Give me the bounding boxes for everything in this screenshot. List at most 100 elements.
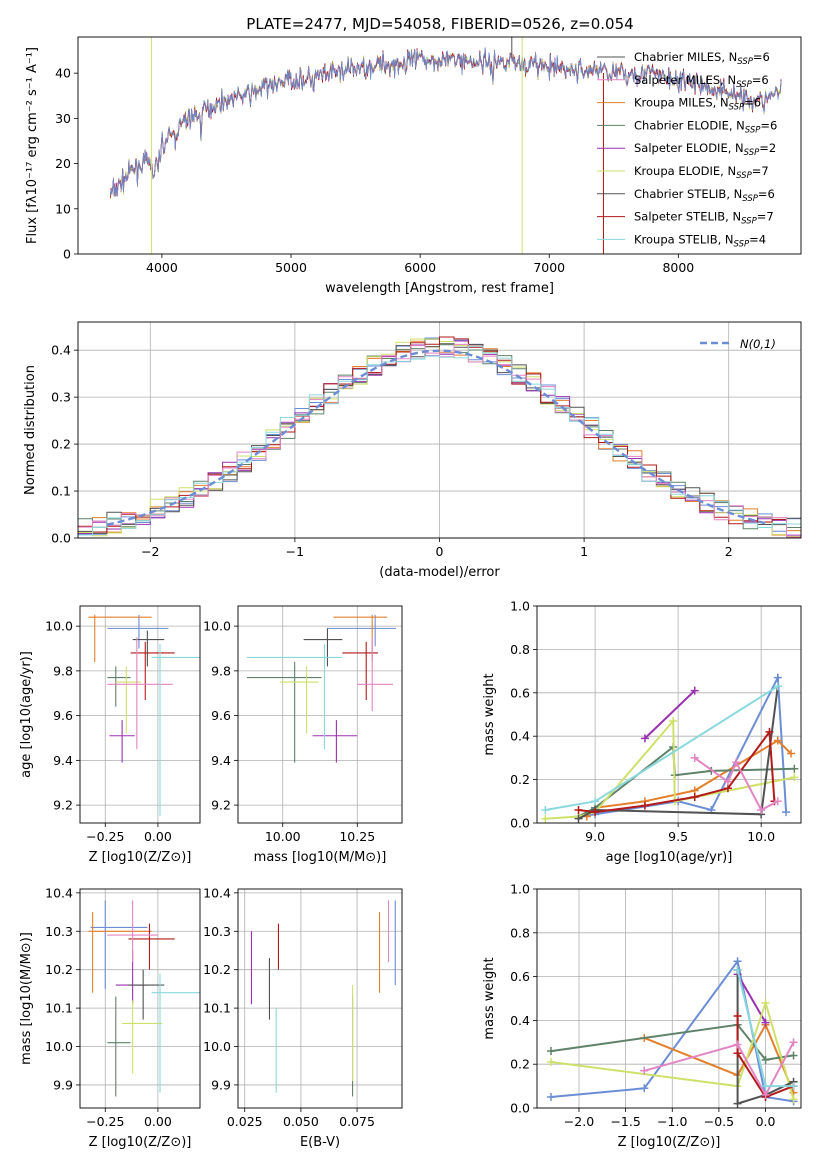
weight-marker <box>789 1082 798 1091</box>
y-tick-label: 0.8 <box>510 925 530 940</box>
legend-entry: Chabrier ELODIE, NSSP=6 <box>634 118 777 135</box>
x-tick-label: 10.25 <box>339 829 375 844</box>
x-tick-label: 9.0 <box>585 829 605 844</box>
weight-marker <box>757 805 766 814</box>
plot-area <box>246 614 397 763</box>
x-tick-label: 0.0 <box>756 1114 776 1129</box>
x-tick-label: 5000 <box>275 260 307 275</box>
legend-subscript: SSP <box>737 57 753 67</box>
weight-marker <box>761 998 770 1007</box>
histogram-series-7 <box>78 343 801 538</box>
x-axis-label: Z [log10(Z/Z⊙)] <box>89 850 192 865</box>
weight-marker <box>765 727 774 736</box>
weight-marker <box>640 1066 649 1075</box>
x-tick-label: −2.0 <box>564 1114 594 1129</box>
legend-subscript: SSP <box>729 103 745 113</box>
weight-marker <box>733 1012 742 1021</box>
weight-marker <box>574 805 583 814</box>
weight-marker <box>541 805 550 814</box>
legend-subscript: SSP <box>736 80 752 90</box>
y-tick-label: 9.9 <box>211 1077 231 1092</box>
weight-marker <box>733 1040 742 1049</box>
x-tick-label: −2 <box>141 544 159 559</box>
spectrum-line-series-0 <box>109 47 782 197</box>
x-tick-label: −1.5 <box>610 1114 640 1129</box>
y-tick-label: 0.8 <box>510 642 530 657</box>
x-tick-label: 0 <box>436 544 444 559</box>
legend-subscript: SSP <box>736 171 752 181</box>
weight-line-series-7 <box>644 1041 795 1097</box>
weight-marker <box>761 1055 770 1064</box>
axes-frame <box>77 36 802 255</box>
x-tick-label: 0.050 <box>283 1114 319 1129</box>
y-tick-label: 9.6 <box>211 708 231 723</box>
weight-marker <box>733 966 742 975</box>
y-tick-label: 0.1 <box>51 484 71 499</box>
y-tick-label: 10.4 <box>203 885 231 900</box>
weight-marker <box>723 777 732 786</box>
weight-marker <box>690 753 699 762</box>
y-tick-label: 0.4 <box>510 729 530 744</box>
weight-marker <box>733 1049 742 1058</box>
weight-marker <box>790 764 799 773</box>
panel-residuals: −2 −1 0 1 2 0.0 0.1 0.2 0.3 0.4 (data-model)/error… <box>23 321 802 580</box>
weight-marker <box>591 797 600 806</box>
panel-weight-vs-age: 9.0 9.5 10.0 0.0 0.2 0.4 0.6 0.8 1.0 age [log10(a… <box>482 599 802 865</box>
legend-subscript: SSP <box>741 217 757 227</box>
x-tick-label: 0.00 <box>144 829 172 844</box>
legend-entry-name: Salpeter STELIB, N <box>634 210 741 224</box>
panel-age-vs-Z: −0.25 0.00 9.2 9.4 9.6 9.8 10.0 Z [log10(Z/Z⊙)]… <box>19 605 201 865</box>
y-tick-label: 10.0 <box>45 1039 73 1054</box>
weight-marker <box>541 814 550 823</box>
y-tick-label: 0.4 <box>510 1013 530 1028</box>
y-tick-label: 0.6 <box>510 969 530 984</box>
weight-line-series-3 <box>644 689 696 740</box>
y-tick-label: 10.2 <box>203 962 231 977</box>
weight-marker <box>546 1058 555 1067</box>
legend-entry: Salpeter ELODIE, NSSP=2 <box>634 141 776 158</box>
legend-entry: Salpeter STELIB, NSSP=7 <box>634 210 774 227</box>
y-axis-label: age [log10(age/yr)] <box>19 651 34 778</box>
panel-mass-vs-EBV: 0.025 0.050 0.075 9.9 10.0 10.1 10.2 10.3 10.4 E(… <box>203 885 403 1150</box>
x-axis-label: age [log10(age/yr)] <box>606 850 733 865</box>
axes-frame <box>79 888 201 1109</box>
y-tick-label: 40 <box>55 66 71 81</box>
y-tick-label: 9.6 <box>53 708 73 723</box>
y-tick-label: 9.8 <box>211 663 231 678</box>
plot-area <box>78 336 801 538</box>
legend-entry-name: Chabrier ELODIE, N <box>634 118 745 132</box>
x-tick-label: 2 <box>725 544 733 559</box>
x-axis-label: mass [log10(M/M⊙)] <box>254 850 387 865</box>
legend-count: =4 <box>749 232 766 246</box>
y-tick-label: 30 <box>55 111 71 126</box>
weight-marker <box>690 792 699 801</box>
legend-subscript: SSP <box>742 194 758 204</box>
x-axis-label: Z [log10(Z/Z⊙)] <box>618 1135 721 1150</box>
histogram-series-8 <box>78 345 801 536</box>
y-tick-label: 10.0 <box>203 619 231 634</box>
weight-marker <box>669 717 678 726</box>
plot-area <box>109 37 782 254</box>
y-tick-label: 0.2 <box>510 772 530 787</box>
normal-curve <box>106 349 766 526</box>
legend-entry-name: Salpeter MILES, N <box>634 73 736 87</box>
legend-count: =6 <box>753 50 770 64</box>
x-tick-label: −0.5 <box>704 1114 734 1129</box>
x-tick-label: 8000 <box>662 260 694 275</box>
y-tick-label: 0.0 <box>51 531 71 546</box>
plot-area <box>250 900 396 1097</box>
y-tick-label: 9.2 <box>211 798 231 813</box>
x-tick-label: 0.025 <box>227 1114 263 1129</box>
legend-count: =6 <box>752 73 769 87</box>
y-tick-label: 0.6 <box>510 685 530 700</box>
weight-marker <box>787 749 796 758</box>
legend-subscript: SSP <box>745 125 761 135</box>
weight-line-series-5 <box>578 686 779 820</box>
weight-line-series-1 <box>643 1022 795 1094</box>
legend-entry-name: Chabrier STELIB, N <box>634 187 742 201</box>
legend-entry-name: Chabrier MILES, N <box>634 50 737 64</box>
plot-area <box>88 614 200 817</box>
legend-count: =6 <box>760 118 777 132</box>
